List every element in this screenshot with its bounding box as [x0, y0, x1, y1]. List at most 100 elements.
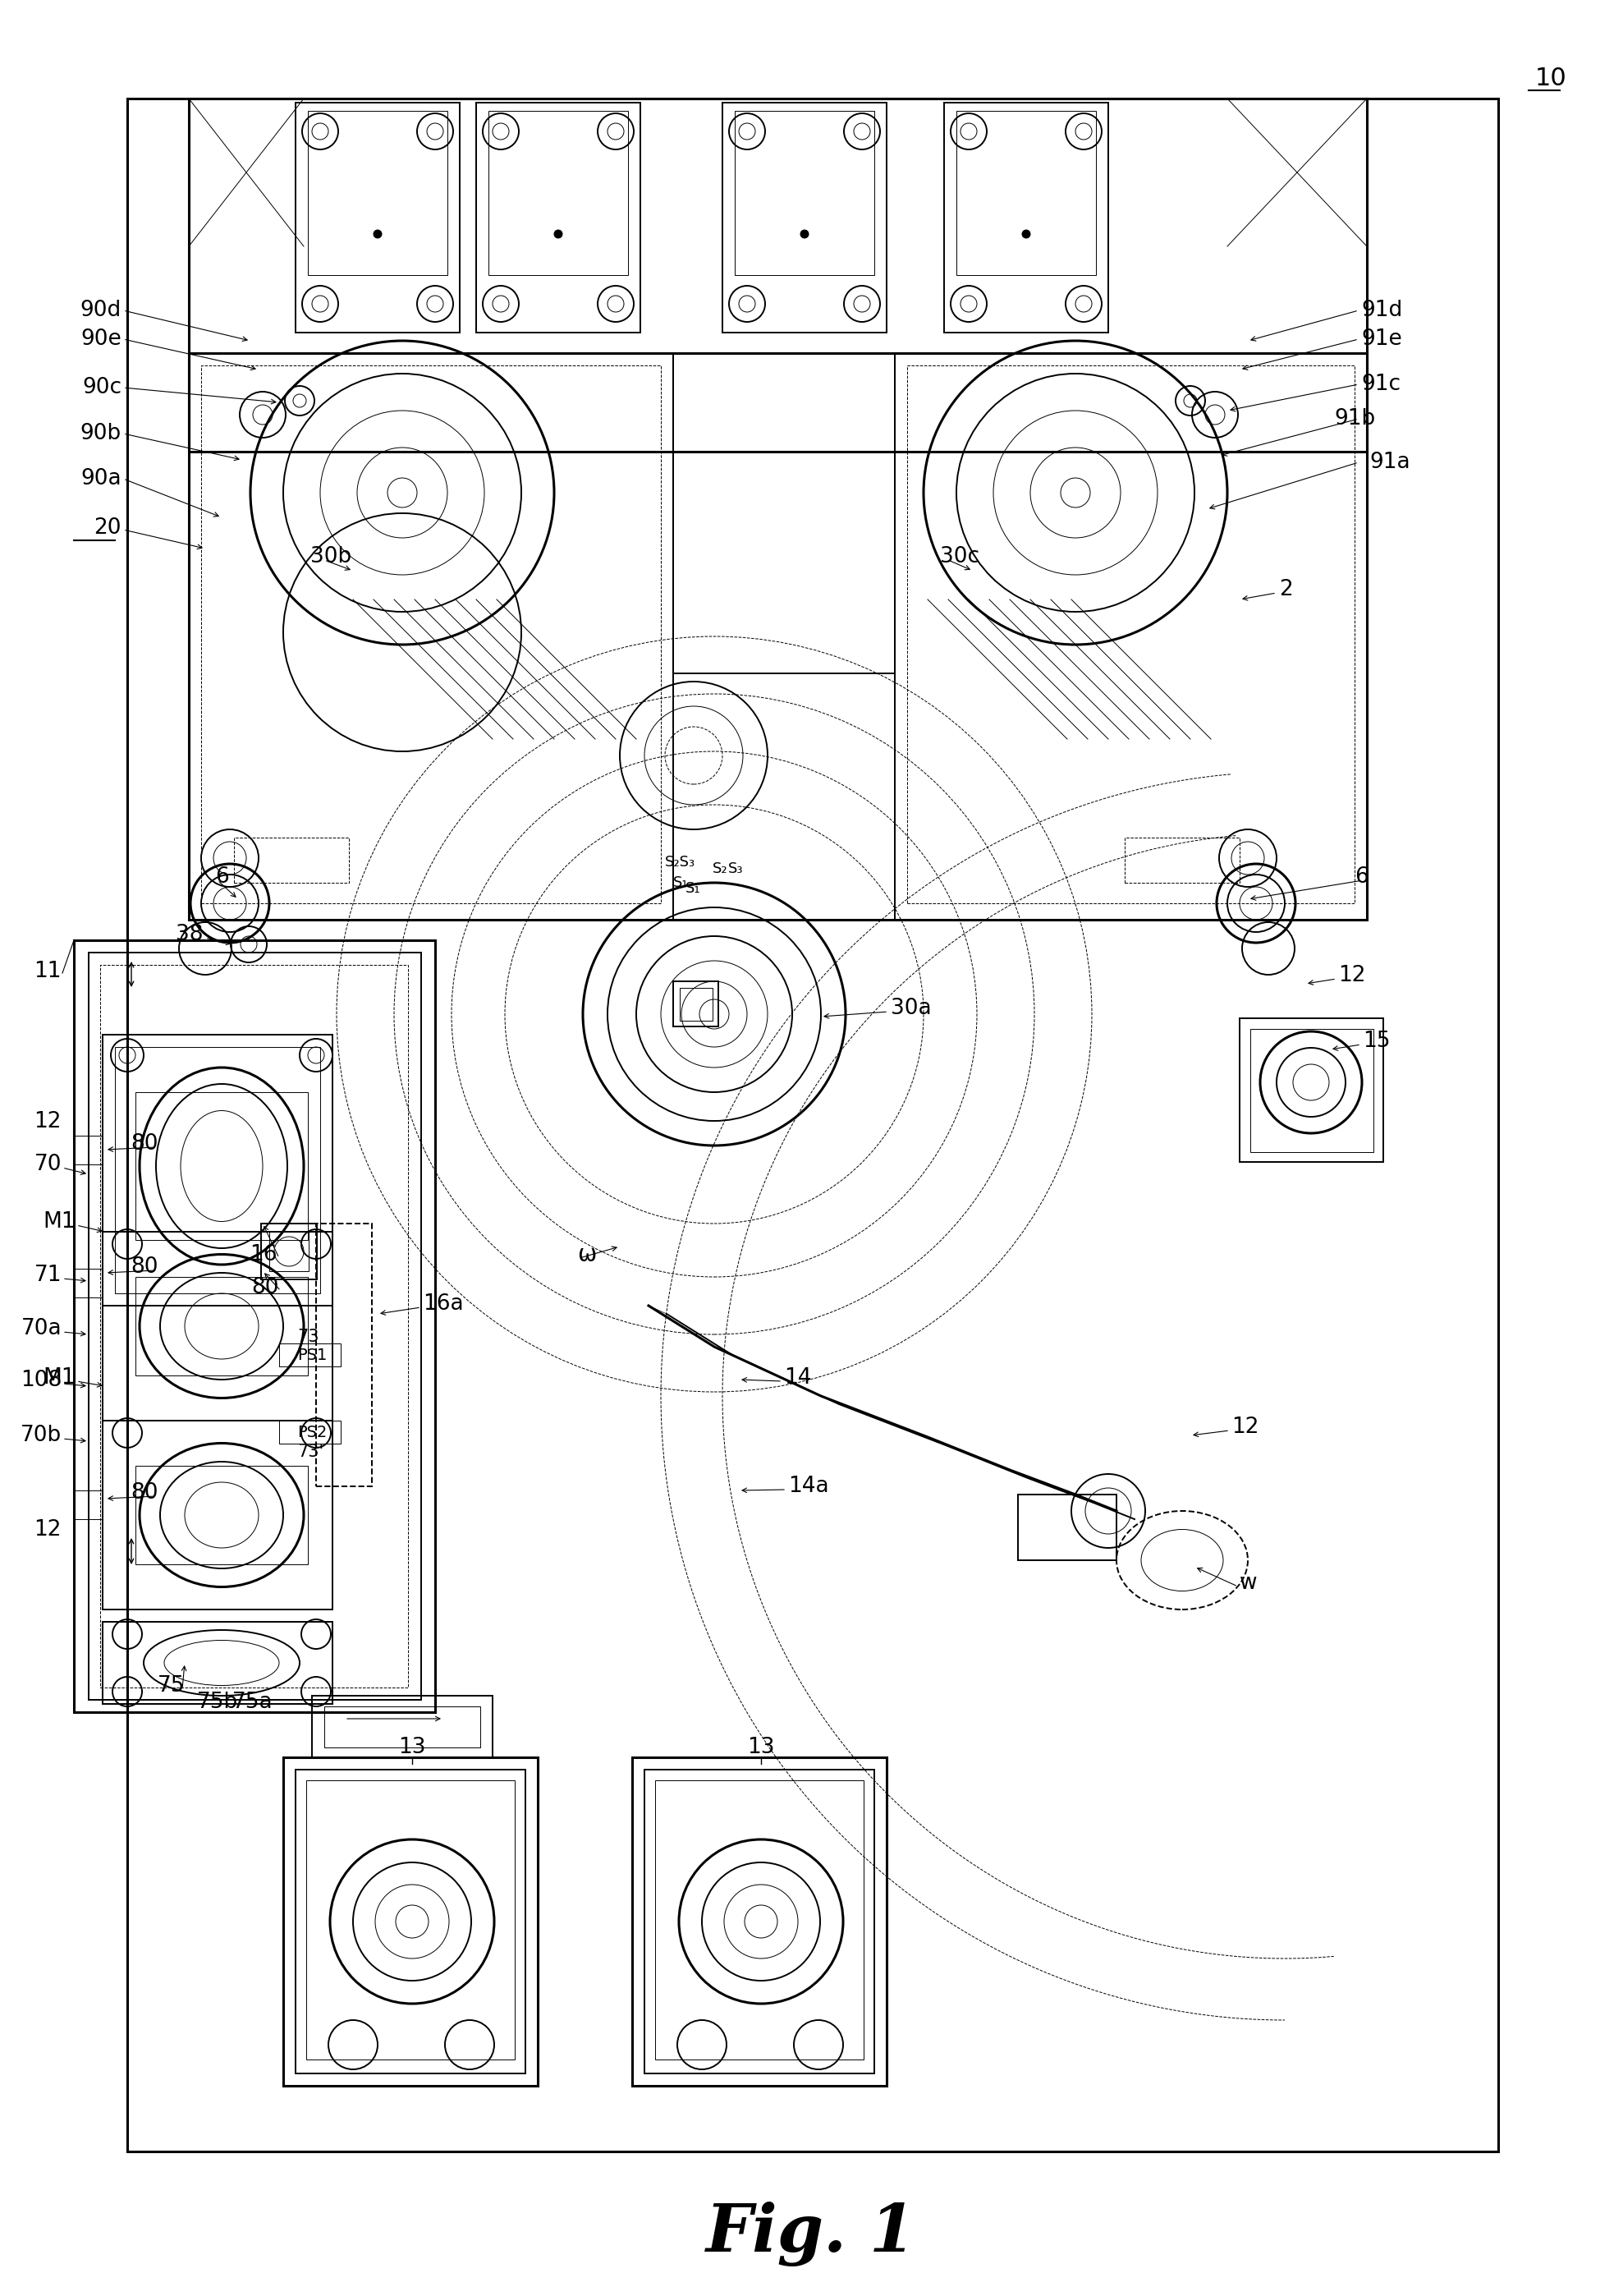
Text: 11: 11 [34, 960, 62, 983]
Bar [188, 99, 1367, 452]
Bar [295, 1770, 526, 2073]
Bar [1125, 838, 1240, 882]
Text: 75: 75 [157, 1676, 185, 1697]
Bar [476, 103, 641, 333]
Bar [261, 1224, 316, 1279]
Text: 16: 16 [250, 1244, 278, 1265]
Text: 70a: 70a [21, 1318, 62, 1339]
Bar [188, 354, 1367, 921]
Text: 2: 2 [1279, 579, 1294, 599]
Text: 80: 80 [131, 1483, 159, 1504]
Bar [735, 110, 875, 276]
Text: M1: M1 [42, 1212, 76, 1233]
Text: S₁: S₁ [685, 882, 701, 895]
Text: 90e: 90e [81, 328, 122, 349]
Bar [188, 354, 674, 921]
Bar [307, 1779, 514, 2060]
Bar [907, 365, 1355, 902]
Bar [680, 987, 712, 1022]
Text: 70b: 70b [21, 1426, 62, 1446]
Text: 73: 73 [297, 1329, 320, 1345]
Bar [89, 953, 420, 1699]
Circle shape [373, 230, 381, 239]
Bar [674, 980, 719, 1026]
Text: 12: 12 [34, 1520, 62, 1541]
Text: ω: ω [578, 1242, 596, 1267]
Text: 91d: 91d [1362, 301, 1402, 321]
Text: 13: 13 [747, 1736, 774, 1759]
Text: 30b: 30b [310, 546, 352, 567]
Bar [674, 354, 894, 673]
Text: 70: 70 [34, 1155, 62, 1176]
Bar [201, 365, 661, 902]
Text: 13: 13 [398, 1736, 425, 1759]
Bar [75, 1270, 102, 1297]
Circle shape [553, 230, 562, 239]
Bar [75, 1490, 102, 1520]
Bar [722, 103, 886, 333]
Bar [284, 1756, 537, 2085]
Bar [1250, 1029, 1373, 1153]
Text: 108: 108 [21, 1371, 62, 1391]
Text: 90c: 90c [83, 377, 122, 397]
Bar [956, 110, 1096, 276]
Bar [115, 1047, 320, 1293]
Bar [325, 1706, 480, 1747]
Text: 12: 12 [1232, 1417, 1259, 1437]
Text: 90d: 90d [80, 301, 122, 321]
Bar [102, 1421, 333, 1609]
Bar [75, 1137, 102, 1164]
Bar [631, 1756, 886, 2085]
Text: 6: 6 [216, 866, 229, 889]
Bar [269, 1231, 308, 1272]
Text: PS1: PS1 [297, 1348, 328, 1364]
Bar [102, 1621, 333, 1704]
Bar [127, 99, 1498, 2151]
Text: 80: 80 [131, 1256, 159, 1279]
Bar [101, 964, 407, 1688]
Text: S₂S₃: S₂S₃ [665, 854, 695, 870]
Text: 30a: 30a [891, 999, 932, 1019]
Text: 14: 14 [784, 1366, 812, 1389]
Text: S₁: S₁ [674, 875, 688, 891]
Text: S₂: S₂ [712, 861, 727, 877]
Bar [234, 838, 349, 882]
Text: Fig. 1: Fig. 1 [706, 2202, 915, 2266]
Bar [312, 1697, 492, 1756]
Text: 91c: 91c [1362, 374, 1401, 395]
Bar [279, 1343, 341, 1366]
Text: 16a: 16a [422, 1293, 464, 1316]
Bar [308, 110, 448, 276]
Text: 90a: 90a [81, 468, 122, 489]
Text: 12: 12 [1337, 964, 1365, 987]
Text: PS2: PS2 [297, 1426, 328, 1442]
Bar [1018, 1495, 1117, 1561]
Text: M1: M1 [42, 1366, 76, 1389]
Bar [279, 1421, 341, 1444]
Text: 75a: 75a [232, 1692, 273, 1713]
Text: 73': 73' [297, 1444, 323, 1460]
Text: S₃: S₃ [729, 861, 743, 877]
Bar [102, 1231, 333, 1421]
Text: 15: 15 [1363, 1031, 1391, 1052]
Text: 14a: 14a [789, 1476, 829, 1497]
Text: 80: 80 [131, 1134, 159, 1155]
Text: 12: 12 [34, 1111, 62, 1132]
Bar [135, 1465, 308, 1564]
Bar [489, 110, 628, 276]
Text: 10: 10 [1535, 67, 1566, 90]
Bar [295, 103, 459, 333]
Bar [894, 354, 1367, 921]
Bar [1240, 1017, 1383, 1162]
Text: 90b: 90b [80, 422, 122, 443]
Bar [135, 1093, 308, 1240]
Circle shape [800, 230, 808, 239]
Text: 6: 6 [1355, 866, 1368, 889]
Bar [656, 1779, 863, 2060]
Text: 91e: 91e [1362, 328, 1402, 349]
Bar [945, 103, 1109, 333]
Bar [135, 1277, 308, 1375]
Bar [316, 1224, 372, 1486]
Text: 20: 20 [94, 517, 122, 540]
Text: 38: 38 [175, 923, 203, 946]
